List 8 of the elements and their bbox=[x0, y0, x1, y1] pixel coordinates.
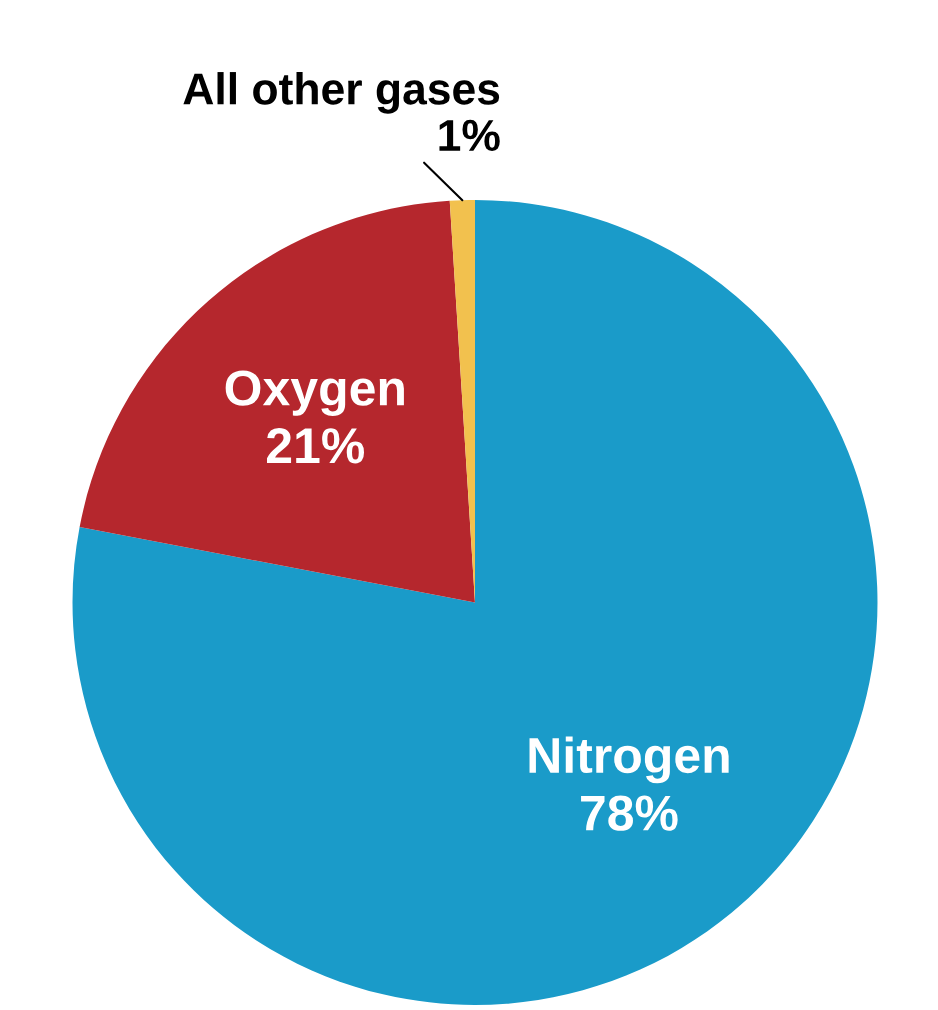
slice-label: All other gases bbox=[183, 72, 500, 114]
slice-label: Oxygen bbox=[225, 370, 404, 416]
data-label: 21% bbox=[266, 428, 365, 464]
pie-slice bbox=[79, 200, 475, 603]
data-label: 1% bbox=[439, 119, 500, 152]
pie-slice bbox=[72, 200, 878, 1005]
data-label: 78% bbox=[581, 795, 678, 831]
slice-label: Nitrogen bbox=[529, 736, 729, 784]
